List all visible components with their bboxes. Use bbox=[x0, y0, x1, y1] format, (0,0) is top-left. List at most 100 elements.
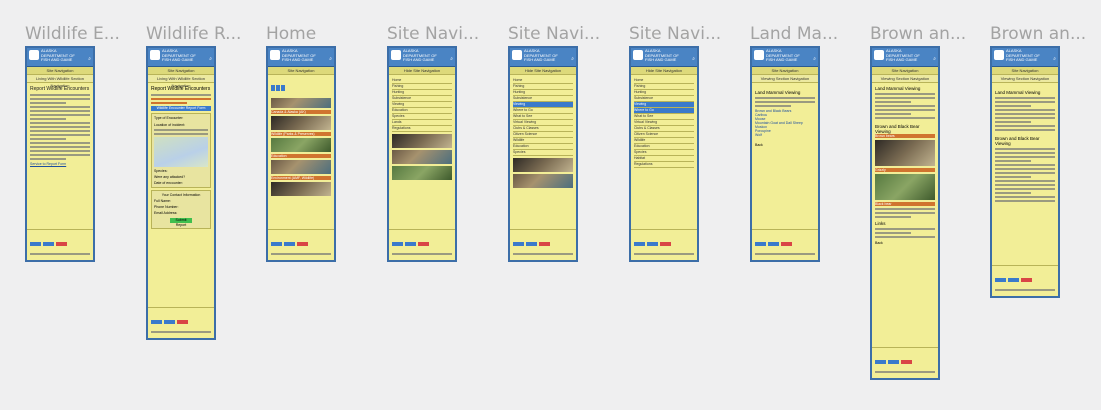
field-name[interactable]: Full Name: bbox=[154, 199, 171, 203]
search-icon[interactable]: ⌕ bbox=[933, 56, 936, 62]
nav-item[interactable]: Education bbox=[392, 108, 452, 114]
field-phone[interactable]: Phone Number: bbox=[154, 205, 179, 209]
footer bbox=[268, 229, 334, 260]
nav-list: Home Fishing Hunting Subsistence Viewing… bbox=[631, 75, 697, 171]
list-item[interactable]: Moose bbox=[755, 117, 766, 121]
home-section[interactable]: Education bbox=[271, 154, 331, 158]
list-item[interactable]: Porcupine bbox=[755, 129, 771, 133]
logo-icon bbox=[874, 50, 884, 60]
search-icon[interactable]: ⌕ bbox=[88, 56, 91, 62]
section-heading: Brown and Black Bear Viewing bbox=[995, 136, 1040, 146]
home-section[interactable]: Wildlife (Parks & Preserves) bbox=[271, 132, 331, 136]
nav-item[interactable]: Home bbox=[634, 78, 694, 84]
nav-item[interactable]: Subsistence bbox=[392, 96, 452, 102]
site-nav-button[interactable]: Site Navigation bbox=[27, 67, 93, 75]
nav-item[interactable]: Regulations bbox=[392, 126, 452, 132]
nav-item[interactable]: Education bbox=[634, 144, 694, 150]
nav-item[interactable]: Subsistence bbox=[634, 96, 694, 102]
nav-item-active[interactable]: Viewing bbox=[513, 102, 573, 108]
home-section[interactable]: Environment (AMF, Wildlife) bbox=[271, 176, 331, 180]
section-image bbox=[513, 158, 573, 172]
nav-item[interactable]: Fishing bbox=[392, 84, 452, 90]
search-icon[interactable]: ⌕ bbox=[450, 56, 453, 62]
site-nav-button[interactable]: Site Navigation bbox=[148, 67, 214, 75]
nav-subitem[interactable]: Clubs & Classes bbox=[513, 126, 573, 132]
search-icon[interactable]: ⌕ bbox=[571, 56, 574, 62]
viewing-nav-button[interactable]: Viewing Section Navigation bbox=[992, 75, 1058, 83]
nav-item[interactable]: Species bbox=[392, 114, 452, 120]
frame-title: Home bbox=[266, 24, 317, 44]
nav-item[interactable]: Education bbox=[513, 144, 573, 150]
nav-item[interactable]: Fishing bbox=[513, 84, 573, 90]
nav-item[interactable]: Fishing bbox=[634, 84, 694, 90]
list-item[interactable]: Mountain Goat and Dall Sheep bbox=[755, 121, 803, 125]
nav-item[interactable]: Lands bbox=[392, 120, 452, 126]
back-link[interactable]: Back bbox=[755, 143, 763, 147]
nav-item[interactable]: Hunting bbox=[513, 90, 573, 96]
search-icon[interactable]: ⌕ bbox=[329, 56, 332, 62]
field-type[interactable]: Type of Encounter: bbox=[154, 116, 184, 120]
nav-item[interactable]: Hunting bbox=[634, 90, 694, 96]
header: ALASKA DEPARTMENT OF FISH AND GAME ⌕ bbox=[752, 48, 818, 67]
phone-screen: ALASKA DEPARTMENT OF FISH AND GAME ⌕ Site… bbox=[870, 46, 940, 380]
nav-subitem[interactable]: Where to Go bbox=[513, 108, 573, 114]
field-location[interactable]: Location of incident: bbox=[154, 123, 186, 127]
home-section[interactable]: Canada & Alaska (AK) bbox=[271, 110, 331, 114]
nav-item[interactable]: Habitat bbox=[634, 156, 694, 162]
back-link[interactable]: Back bbox=[875, 241, 883, 245]
nav-item[interactable]: Wildlife bbox=[513, 138, 573, 144]
hide-nav-button[interactable]: Hide Site Navigation bbox=[631, 67, 697, 75]
search-icon[interactable]: ⌕ bbox=[813, 56, 816, 62]
nav-subitem[interactable]: Clubs & Classes bbox=[634, 126, 694, 132]
nav-subitem[interactable]: Virtual Viewing bbox=[634, 120, 694, 126]
field-date[interactable]: Date of encounter: bbox=[154, 181, 183, 185]
nav-item[interactable]: Home bbox=[392, 78, 452, 84]
submit-button[interactable]: Submit Report bbox=[170, 218, 192, 227]
list-item[interactable]: Muskox bbox=[755, 125, 768, 129]
nav-subitem[interactable]: Citizen Science bbox=[513, 132, 573, 138]
search-icon[interactable]: ⌕ bbox=[692, 56, 695, 62]
nav-subitem[interactable]: Virtual Viewing bbox=[513, 120, 573, 126]
nav-item[interactable]: Regulations bbox=[634, 162, 694, 168]
page-heading: Report Wildlife Encounters bbox=[30, 86, 90, 92]
search-icon[interactable]: ⌕ bbox=[209, 56, 212, 62]
viewing-nav-button[interactable]: Viewing Section Navigation bbox=[752, 75, 818, 83]
nav-item[interactable]: Hunting bbox=[392, 90, 452, 96]
logo-icon bbox=[270, 50, 280, 60]
nav-list: Home Fishing Hunting Subsistence Viewing… bbox=[510, 75, 576, 193]
location-map[interactable] bbox=[154, 137, 208, 167]
nav-item[interactable]: Home bbox=[513, 78, 573, 84]
list-item[interactable]: Caribou bbox=[755, 113, 768, 117]
nav-subitem-active[interactable]: Where to Go bbox=[634, 108, 694, 114]
nav-item[interactable]: Species bbox=[513, 150, 573, 156]
field-species[interactable]: Species: bbox=[154, 169, 168, 173]
search-icon[interactable]: ⌕ bbox=[1053, 56, 1056, 62]
nav-item[interactable]: Subsistence bbox=[513, 96, 573, 102]
nav-subitem[interactable]: What to See bbox=[634, 114, 694, 120]
nav-item-active[interactable]: Viewing bbox=[634, 102, 694, 108]
hide-nav-button[interactable]: Hide Site Navigation bbox=[510, 67, 576, 75]
list-item[interactable]: Brown and Black Bears bbox=[755, 109, 792, 113]
report-form-link[interactable]: Service to Report Form bbox=[30, 162, 67, 166]
field-attacked[interactable]: Were any attacked? bbox=[154, 175, 186, 179]
nav-item[interactable]: Viewing bbox=[392, 102, 452, 108]
site-nav-button[interactable]: Site Navigation bbox=[992, 67, 1058, 75]
phone-screen: ALASKA DEPARTMENT OF FISH AND GAME ⌕ Hide… bbox=[508, 46, 578, 262]
frame-title: Land Ma... bbox=[750, 24, 839, 44]
section-nav-button[interactable]: Living With Wildlife Section Navigation bbox=[27, 75, 93, 88]
hide-nav-button[interactable]: Hide Site Navigation bbox=[389, 67, 455, 75]
nav-subitem[interactable]: Citizen Science bbox=[634, 132, 694, 138]
field-email[interactable]: Email Address: bbox=[154, 211, 178, 215]
viewing-nav-button[interactable]: Viewing Section Navigation bbox=[872, 75, 938, 83]
section-nav-button[interactable]: Living With Wildlife Section Navigation bbox=[148, 75, 214, 88]
logo-icon bbox=[150, 50, 160, 60]
site-nav-button[interactable]: Site Navigation bbox=[268, 67, 334, 75]
org-name: ALASKA DEPARTMENT OF FISH AND GAME bbox=[41, 49, 75, 62]
nav-subitem[interactable]: What to See bbox=[513, 114, 573, 120]
site-nav-button[interactable]: Site Navigation bbox=[872, 67, 938, 75]
site-nav-button[interactable]: Site Navigation bbox=[752, 67, 818, 75]
nav-item[interactable]: Species bbox=[634, 150, 694, 156]
nav-item[interactable]: Wildlife bbox=[634, 138, 694, 144]
list-item[interactable]: Wolf bbox=[755, 133, 762, 137]
page-heading: Report Wildlife Encounters bbox=[151, 86, 211, 92]
